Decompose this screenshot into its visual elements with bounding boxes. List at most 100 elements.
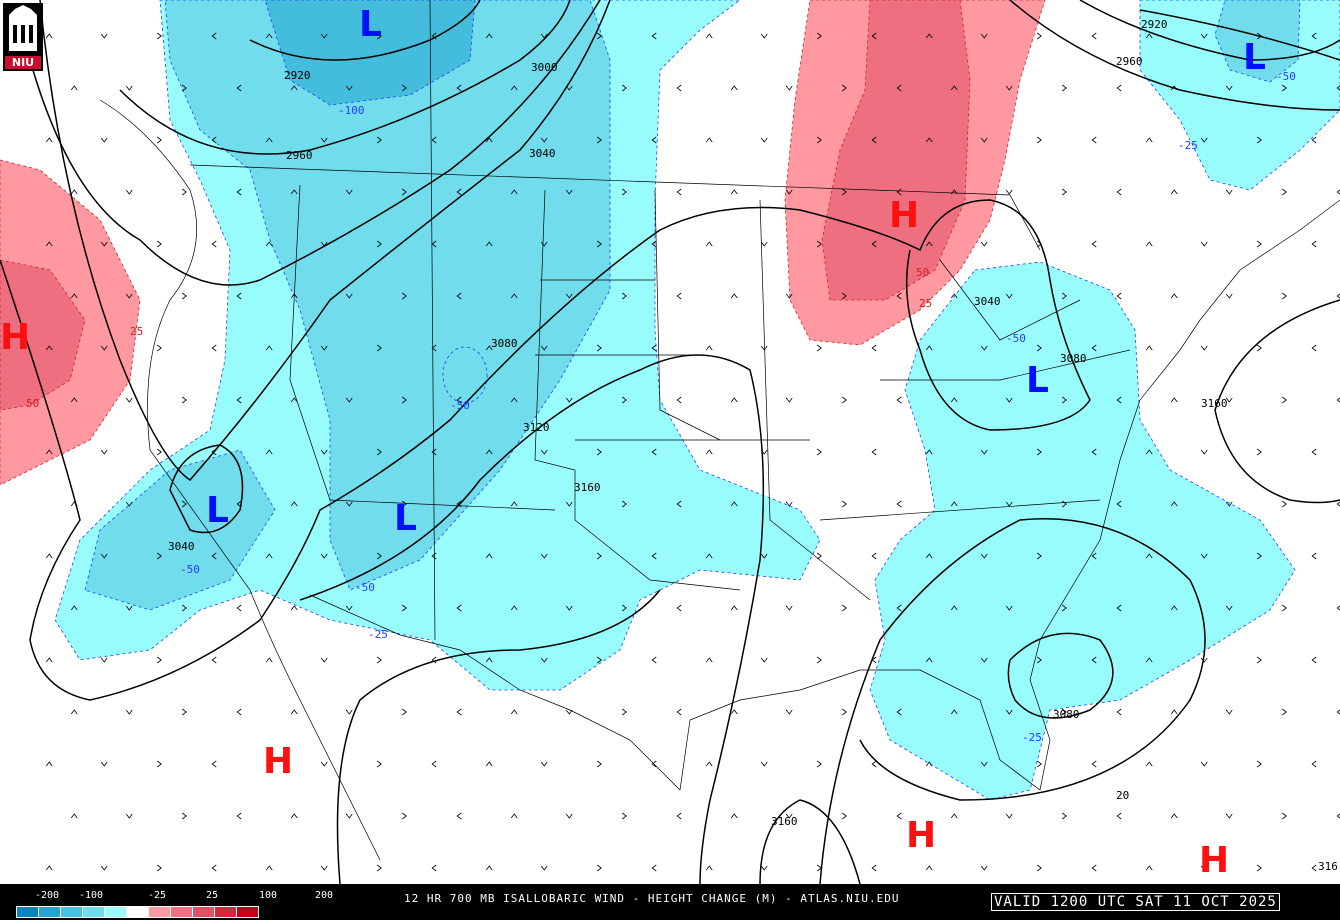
low-marker: L [394, 498, 417, 539]
wind-arrow-icon [125, 397, 133, 403]
wind-arrow-icon [1036, 344, 1042, 352]
wind-arrow-icon [401, 708, 407, 716]
wind-arrow-icon [1145, 553, 1153, 559]
wind-arrow-icon [320, 345, 328, 351]
wind-arrow-icon [1170, 605, 1178, 611]
wind-arrow-icon [100, 33, 108, 39]
wind-arrow-icon [181, 604, 187, 612]
wind-arrow-icon [1091, 552, 1097, 560]
wind-arrow-icon [785, 813, 793, 819]
wind-arrow-icon [1225, 85, 1233, 91]
wind-arrow-icon [730, 605, 738, 611]
high-marker: H [263, 741, 293, 782]
change-label: -50 [1006, 332, 1026, 345]
wind-arrow-icon [1170, 85, 1178, 91]
wind-arrow-icon [1311, 32, 1317, 40]
wind-arrow-icon [45, 137, 53, 143]
wind-arrow-icon [565, 293, 573, 299]
wind-arrow-icon [431, 448, 437, 456]
wind-arrow-icon [1036, 760, 1042, 768]
wind-arrow-icon [236, 292, 242, 300]
wind-arrow-icon [100, 241, 108, 247]
wind-arrow-icon [485, 553, 493, 559]
wind-arrow-icon [980, 241, 988, 247]
wind-arrow-icon [1170, 397, 1178, 403]
wind-arrow-icon [376, 552, 382, 560]
wind-arrow-icon [211, 344, 217, 352]
wind-arrow-icon [1225, 709, 1233, 715]
wind-arrow-icon [70, 813, 78, 819]
change-label: -50 [355, 581, 375, 594]
wind-arrow-icon [980, 137, 988, 143]
wind-arrow-icon [950, 709, 958, 715]
pressure-centers: H H H H H L L L L L [0, 4, 1266, 881]
wind-arrow-icon [320, 865, 328, 871]
wind-arrow-icon [100, 137, 108, 143]
wind-arrow-icon [100, 657, 108, 663]
wind-arrow-icon [621, 708, 627, 716]
wind-arrow-icon [236, 500, 242, 508]
colorbar-swatch [105, 907, 127, 917]
wind-arrow-icon [181, 812, 187, 820]
wind-arrow-icon [1116, 292, 1122, 300]
wind-arrow-icon [320, 449, 328, 455]
wind-arrow-icon [211, 552, 217, 560]
wind-arrow-icon [345, 813, 353, 819]
wind-arrow-icon [431, 240, 437, 248]
wind-arrow-icon [841, 396, 847, 404]
wind-arrow-icon [565, 605, 573, 611]
contour-label: 3120 [523, 421, 550, 434]
wind-arrow-icon [816, 344, 822, 352]
contour-label: 2920 [1141, 18, 1168, 31]
wind-arrow-icon [1200, 33, 1208, 39]
wind-arrow-icon [156, 760, 162, 768]
wind-arrow-icon [125, 85, 133, 91]
wind-arrow-icon [181, 500, 187, 508]
wind-arrow-icon [1091, 656, 1097, 664]
wind-arrow-icon [376, 760, 382, 768]
wind-arrow-icon [816, 656, 822, 664]
wind-arrow-icon [376, 344, 382, 352]
colorbar-swatch [39, 907, 61, 917]
wind-arrow-icon [401, 84, 407, 92]
wind-arrow-icon [730, 813, 738, 819]
wind-arrow-icon [70, 709, 78, 715]
wind-arrow-icon [1145, 345, 1153, 351]
wind-arrow-icon [621, 188, 627, 196]
wind-arrow-icon [565, 709, 573, 715]
colorbar-swatch [83, 907, 105, 917]
wind-arrow-icon [1256, 136, 1262, 144]
wind-arrow-icon [1200, 449, 1208, 455]
wind-arrow-icon [1145, 657, 1153, 663]
contour-label: 316 [1318, 860, 1338, 873]
wind-arrow-icon [871, 240, 877, 248]
wind-arrow-icon [345, 397, 353, 403]
wind-arrow-icon [1145, 449, 1153, 455]
wind-arrow-icon [841, 500, 847, 508]
wind-arrow-icon [1256, 240, 1262, 248]
wind-arrow-icon [841, 188, 847, 196]
change-label: 20 [1116, 789, 1129, 802]
wind-arrow-icon [816, 448, 822, 456]
wind-arrow-icon [211, 864, 217, 872]
wind-arrow-icon [565, 813, 573, 819]
wind-arrow-icon [925, 137, 933, 143]
wind-arrow-icon [925, 449, 933, 455]
wind-arrow-icon [816, 240, 822, 248]
wind-arrow-icon [1311, 552, 1317, 560]
wind-arrow-icon [510, 189, 518, 195]
wind-arrow-icon [290, 189, 298, 195]
low-marker: L [359, 4, 382, 45]
wind-arrow-icon [760, 241, 768, 247]
wind-arrow-icon [1225, 605, 1233, 611]
wind-arrow-icon [705, 761, 713, 767]
wind-arrow-icon [45, 449, 53, 455]
valid-time: VALID 1200 UTC SAT 11 OCT 2025 [991, 893, 1280, 911]
wind-arrow-icon [236, 396, 242, 404]
wind-arrow-icon [896, 84, 902, 92]
wind-arrow-icon [980, 553, 988, 559]
wind-arrow-icon [156, 32, 162, 40]
contour-label: 3040 [168, 540, 195, 553]
wind-arrow-icon [431, 760, 437, 768]
contour-label: 3080 [1060, 352, 1087, 365]
